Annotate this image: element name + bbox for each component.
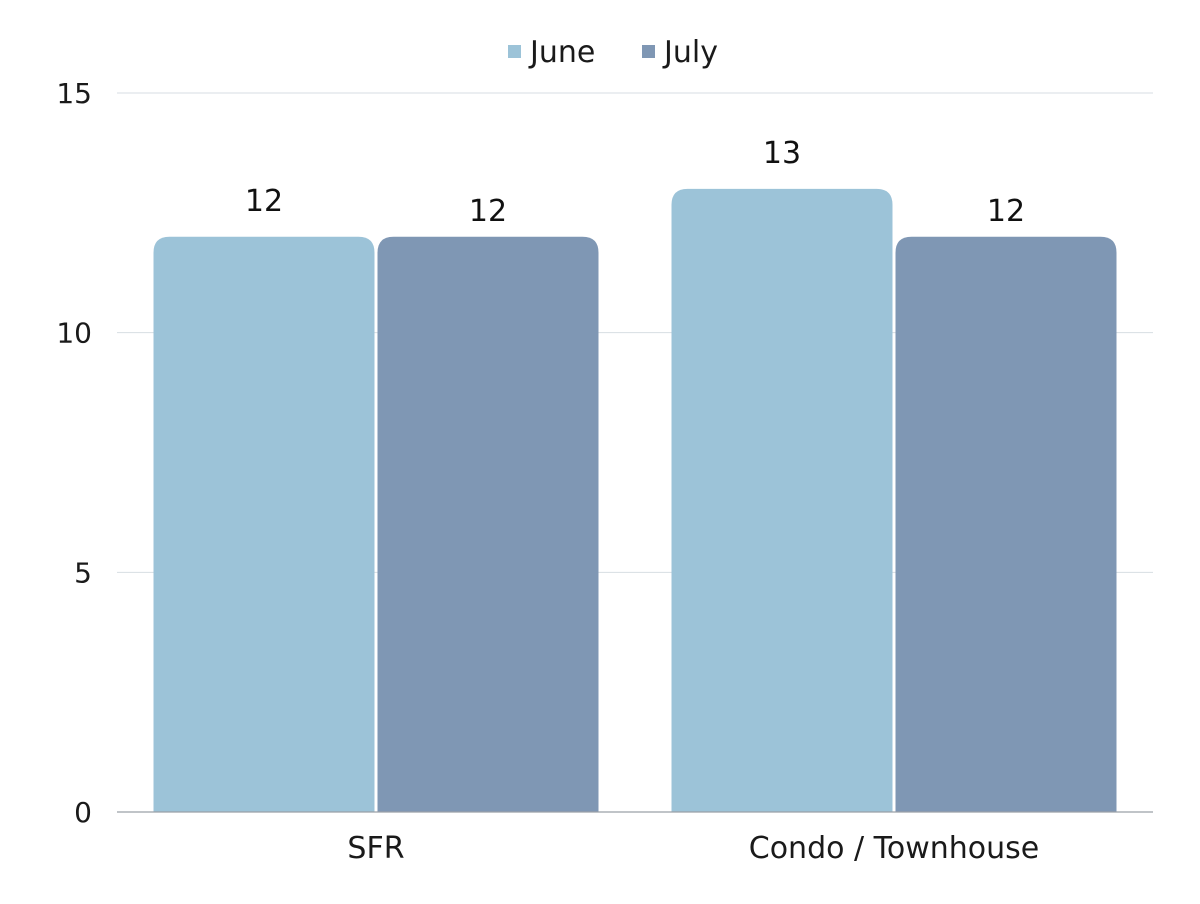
data-label-july-1: 12 <box>987 194 1025 229</box>
legend-label-july: July <box>662 35 718 70</box>
data-label-july-0: 12 <box>469 194 507 229</box>
legend-swatch-june <box>508 45 521 58</box>
legend-swatch-july <box>642 45 655 58</box>
bars <box>153 188 1117 813</box>
x-tick-label-0: SFR <box>347 831 404 866</box>
data-labels: 12 12 13 12 <box>245 136 1025 229</box>
y-tick-label-15: 15 <box>56 77 92 110</box>
axes: 0 5 10 15 SFR Condo / Townhouse <box>56 77 1153 866</box>
bar-july-0 <box>377 236 599 813</box>
data-label-june-0: 12 <box>245 184 283 219</box>
y-tick-label-10: 10 <box>56 317 92 350</box>
y-tick-label-0: 0 <box>74 796 92 829</box>
x-tick-label-1: Condo / Townhouse <box>749 831 1040 866</box>
legend: June July <box>508 35 718 70</box>
bar-july-1 <box>895 236 1117 813</box>
bar-june-1 <box>671 188 893 812</box>
y-tick-label-5: 5 <box>74 556 92 589</box>
bar-june-0 <box>153 236 375 813</box>
legend-label-june: June <box>528 35 595 70</box>
data-label-june-1: 13 <box>763 136 801 171</box>
